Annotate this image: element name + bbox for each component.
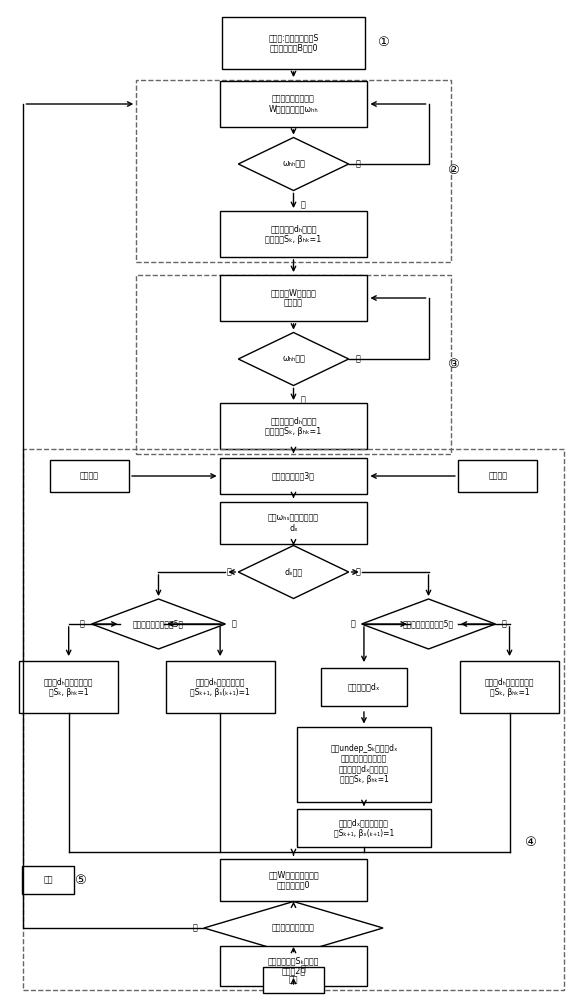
Text: 执行计算公式（3）: 执行计算公式（3） bbox=[272, 472, 315, 481]
FancyBboxPatch shape bbox=[49, 460, 129, 492]
Text: 是: 是 bbox=[301, 964, 305, 974]
Text: 遍历矩阵W主对角线
一侧元素: 遍历矩阵W主对角线 一侧元素 bbox=[271, 288, 316, 308]
Text: 多个数据集dₓ: 多个数据集dₓ bbox=[348, 682, 380, 692]
Text: 否: 否 bbox=[192, 924, 197, 932]
FancyBboxPatch shape bbox=[220, 81, 367, 127]
Text: ⑤: ⑤ bbox=[74, 874, 86, 886]
FancyBboxPatch shape bbox=[220, 946, 367, 986]
Polygon shape bbox=[238, 332, 349, 385]
Text: 根据undep_Sₖ和每个dₓ
的大小，选择尽可能数
量多的目标dₓ部署在数
据中心Sₖ, βₕₖ=1: 根据undep_Sₖ和每个dₓ 的大小，选择尽可能数 量多的目标dₓ部署在数 据… bbox=[330, 744, 397, 784]
Text: 迭代计算: 迭代计算 bbox=[80, 472, 99, 481]
Text: 迭代计算: 迭代计算 bbox=[488, 472, 507, 481]
Text: ③: ③ bbox=[447, 358, 459, 371]
Text: 满足容量判定公式（5）: 满足容量判定公式（5） bbox=[403, 619, 454, 629]
Text: 循环: 循环 bbox=[43, 876, 53, 884]
Polygon shape bbox=[204, 902, 383, 954]
Text: ωₕₕ最大: ωₕₕ最大 bbox=[282, 159, 305, 168]
Text: 结束: 结束 bbox=[289, 976, 298, 984]
Text: 否: 否 bbox=[356, 159, 360, 168]
FancyBboxPatch shape bbox=[262, 967, 324, 993]
Polygon shape bbox=[238, 546, 349, 598]
Text: 否: 否 bbox=[356, 568, 360, 576]
Text: ①: ① bbox=[377, 36, 389, 49]
Text: 是: 是 bbox=[301, 395, 305, 404]
FancyBboxPatch shape bbox=[297, 809, 431, 847]
FancyBboxPatch shape bbox=[19, 661, 118, 713]
Text: 否: 否 bbox=[231, 619, 236, 629]
FancyBboxPatch shape bbox=[220, 211, 367, 257]
Text: 数据集dₕ部署在数据中
心Sₖ, βₕₖ=1: 数据集dₕ部署在数据中 心Sₖ, βₕₖ=1 bbox=[485, 677, 534, 697]
Text: 矩阵W中已部署数据集
对应元素置为0: 矩阵W中已部署数据集 对应元素置为0 bbox=[268, 870, 319, 890]
Text: 每个数据中心Sₖ都满足
公式（2）: 每个数据中心Sₖ都满足 公式（2） bbox=[268, 956, 319, 976]
FancyBboxPatch shape bbox=[220, 502, 367, 544]
FancyBboxPatch shape bbox=[220, 275, 367, 321]
Text: 是: 是 bbox=[227, 568, 231, 576]
Text: 初始化:所有数据中心S
置空布局矩阵B全置0: 初始化:所有数据中心S 置空布局矩阵B全置0 bbox=[268, 33, 319, 53]
FancyBboxPatch shape bbox=[460, 661, 559, 713]
FancyBboxPatch shape bbox=[458, 460, 537, 492]
FancyBboxPatch shape bbox=[297, 726, 431, 802]
Text: 数据集dₕ部署在数据中
心Sₖ, βₕₖ=1: 数据集dₕ部署在数据中 心Sₖ, βₕₖ=1 bbox=[44, 677, 93, 697]
FancyBboxPatch shape bbox=[321, 668, 407, 706]
Text: 对应数据集dₕ部署在
数据中心Sₖ, βₕₖ=1: 对应数据集dₕ部署在 数据中心Sₖ, βₕₖ=1 bbox=[265, 224, 322, 244]
Text: ②: ② bbox=[447, 164, 459, 178]
FancyBboxPatch shape bbox=[166, 661, 275, 713]
Text: 对应数据集dₕ部署在
数据中心Sₖ, βₕₖ=1: 对应数据集dₕ部署在 数据中心Sₖ, βₕₖ=1 bbox=[265, 416, 322, 436]
Polygon shape bbox=[238, 138, 349, 190]
FancyBboxPatch shape bbox=[220, 403, 367, 449]
FancyBboxPatch shape bbox=[220, 859, 367, 901]
Text: 否: 否 bbox=[356, 355, 360, 363]
FancyBboxPatch shape bbox=[22, 866, 74, 894]
Text: 遍历计算相关度矩阵
W主对角线元素ωₕₕ: 遍历计算相关度矩阵 W主对角线元素ωₕₕ bbox=[269, 94, 318, 114]
Text: 其它的dₓ部署在数据中
心Sₖ₊₁, βₓ(ₖ₊₁)=1: 其它的dₓ部署在数据中 心Sₖ₊₁, βₓ(ₖ₊₁)=1 bbox=[334, 818, 394, 838]
Text: dₓ唯一: dₓ唯一 bbox=[285, 568, 302, 576]
Text: 满足容量判定公式（5）: 满足容量判定公式（5） bbox=[133, 619, 184, 629]
Text: ④: ④ bbox=[524, 836, 535, 850]
Text: 对应ωₕₛ最大的数据集
dₓ: 对应ωₕₛ最大的数据集 dₓ bbox=[268, 513, 319, 533]
Text: 是: 是 bbox=[501, 619, 506, 629]
Text: 否: 否 bbox=[351, 619, 356, 629]
Text: 完成所有数据集布局: 完成所有数据集布局 bbox=[272, 924, 315, 932]
Text: 是: 是 bbox=[80, 619, 85, 629]
Text: 是: 是 bbox=[301, 200, 305, 210]
Text: 数据集dₕ部署在数据中
心Sₖ₊₁, βₛ(ₖ₊₁)=1: 数据集dₕ部署在数据中 心Sₖ₊₁, βₛ(ₖ₊₁)=1 bbox=[190, 677, 250, 697]
Text: ωₕₕ最大: ωₕₕ最大 bbox=[282, 355, 305, 363]
FancyBboxPatch shape bbox=[220, 458, 367, 494]
Polygon shape bbox=[92, 599, 225, 649]
FancyBboxPatch shape bbox=[222, 17, 365, 69]
Polygon shape bbox=[362, 599, 495, 649]
